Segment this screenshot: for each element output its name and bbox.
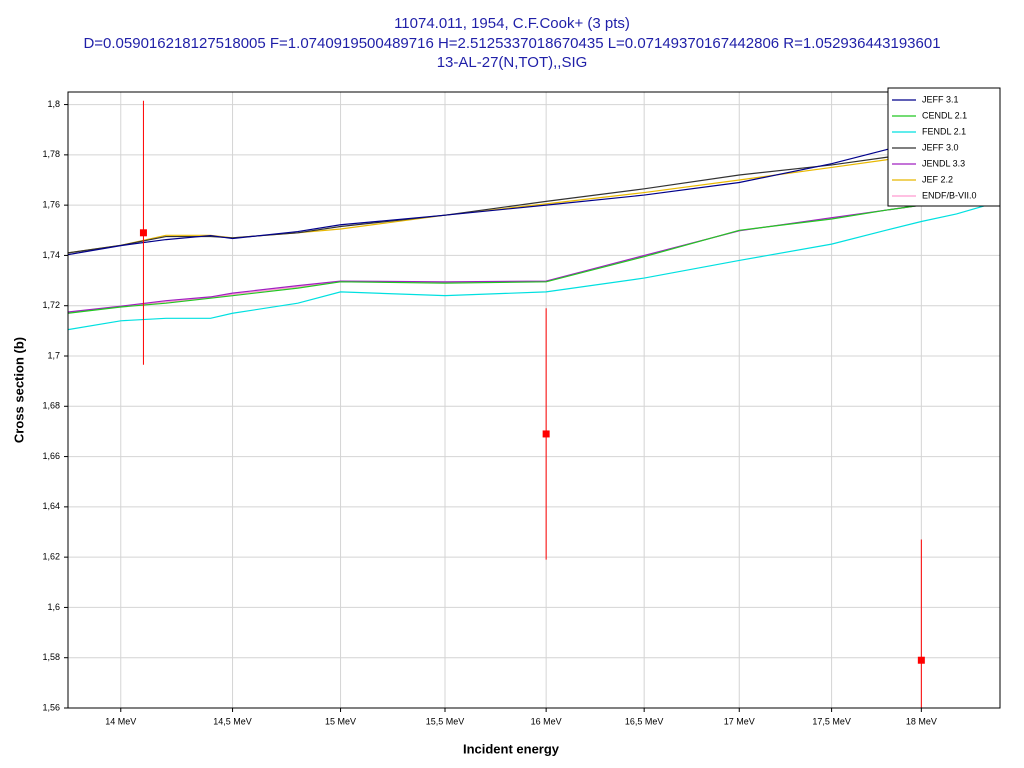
- y-tick-label: 1,56: [42, 702, 60, 712]
- x-tick-label: 17 MeV: [724, 716, 755, 726]
- grid: 1,56 1,58 1,6 1,62 1,64 1,66 1,68 1,7 1,72 1,74 1,…: [42, 92, 1000, 726]
- y-tick-label: 1,66: [42, 451, 60, 461]
- title-line: 13-AL-27(N,TOT),,SIG: [437, 54, 588, 71]
- legend-label: CENDL 2.1: [922, 110, 967, 120]
- y-tick-label: 1,78: [42, 149, 60, 159]
- y-tick-label: 1,7: [47, 350, 60, 360]
- y-axis-label: Cross section (b): [11, 337, 26, 443]
- y-tick-label: 1,68: [42, 401, 60, 411]
- legend-label: JENDL 3.3: [922, 158, 965, 168]
- data-point: [139, 229, 147, 237]
- y-tick-label: 1,6: [47, 602, 60, 612]
- y-tick-label: 1,64: [42, 501, 60, 511]
- y-tick-label: 1,76: [42, 200, 60, 210]
- x-tick-label: 16 MeV: [531, 716, 562, 726]
- x-tick-label: 15,5 MeV: [426, 716, 465, 726]
- data-point: [917, 656, 925, 664]
- plot-frame: [67, 91, 1001, 709]
- title-line: D=0.059016218127518005 F=1.0740919500489…: [83, 35, 940, 52]
- x-tick-label: 15 MeV: [325, 716, 356, 726]
- legend-label: JEF 2.2: [922, 174, 953, 184]
- y-tick-label: 1,62: [42, 552, 60, 562]
- x-tick-label: 16,5 MeV: [625, 716, 664, 726]
- legend-label: JEFF 3.0: [922, 142, 959, 152]
- y-tick-label: 1,72: [42, 300, 60, 310]
- legend: JEFF 3.1 CENDL 2.1 FENDL 2.1 JEFF 3.0 JENDL …: [887, 87, 1001, 207]
- legend-label: FENDL 2.1: [922, 126, 966, 136]
- x-tick-label: 14,5 MeV: [213, 716, 252, 726]
- series-line: [68, 200, 1000, 331]
- y-tick-label: 1,8: [47, 99, 60, 109]
- series-line: [68, 179, 1000, 314]
- legend-label: JEFF 3.1: [922, 94, 959, 104]
- legend-box: [887, 87, 1001, 207]
- data-point: [542, 430, 550, 438]
- title-line: 11074.011, 1954, C.F.Cook+ (3 pts): [394, 15, 630, 32]
- y-tick-label: 1,74: [42, 250, 60, 260]
- x-tick-label: 17,5 MeV: [812, 716, 851, 726]
- x-axis-label: Incident energy: [463, 741, 560, 756]
- legend-label: ENDF/B-VII.0: [922, 190, 977, 200]
- x-tick-label: 18 MeV: [906, 716, 937, 726]
- x-tick-label: 14 MeV: [105, 716, 136, 726]
- y-tick-label: 1,58: [42, 652, 60, 662]
